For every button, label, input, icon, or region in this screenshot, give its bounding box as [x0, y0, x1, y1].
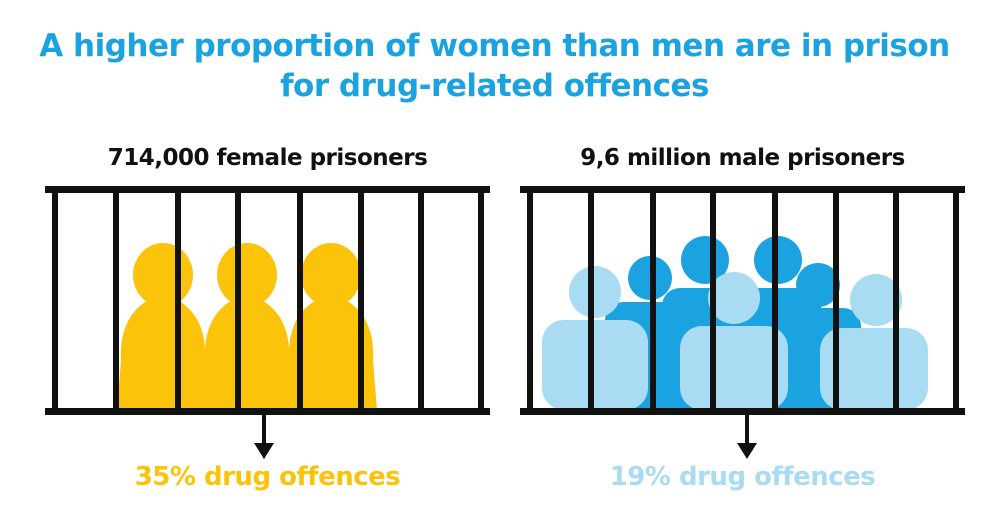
female-prisoner-icon	[285, 243, 377, 410]
infographic-title: A higher proportion of women than men ar…	[0, 26, 989, 106]
male-prisoners-label: 9,6 million male prisoners	[580, 145, 905, 171]
female-prisoner-icon	[117, 243, 209, 410]
male-prisoner-icon	[820, 274, 928, 410]
female-prisoner-icon	[201, 243, 293, 410]
male-prisoner-icon	[542, 266, 648, 410]
male-drug-offences-stat: 19% drug offences	[609, 462, 876, 492]
female-drug-offences-stat: 35% drug offences	[134, 462, 401, 492]
female-prison-cell	[45, 186, 490, 415]
male-prisoners	[542, 236, 928, 410]
prison-bars	[520, 186, 965, 415]
female-prisoners-label: 714,000 female prisoners	[107, 145, 428, 171]
prison-bars	[45, 186, 490, 415]
title-line-1: A higher proportion of women than men ar…	[39, 28, 950, 64]
female-prisoners	[117, 243, 377, 410]
down-arrow-icon	[737, 415, 757, 459]
male-prison-cell	[520, 186, 965, 415]
title-line-2: for drug-related offences	[280, 68, 709, 104]
down-arrow-icon	[254, 415, 274, 459]
male-prisoner-icon	[680, 272, 788, 410]
